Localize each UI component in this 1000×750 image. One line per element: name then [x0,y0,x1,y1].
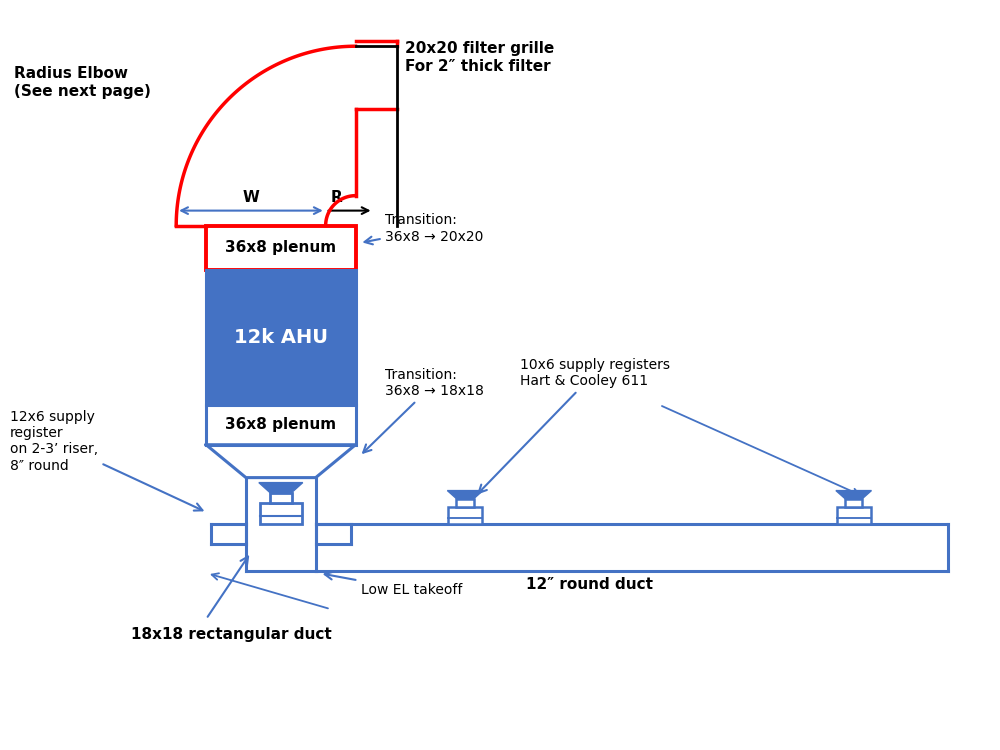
Bar [837,506,871,524]
Bar [206,226,356,271]
Text: Radius Elbow
(See next page): Radius Elbow (See next page) [14,66,151,98]
Text: 12″ round duct: 12″ round duct [526,578,653,592]
Bar [206,405,356,445]
Bar [845,499,862,506]
Polygon shape [447,490,483,499]
Text: 36x8 plenum: 36x8 plenum [225,241,336,256]
Bar [448,506,482,524]
Bar [260,503,302,524]
Text: 20x20 filter grille
For 2″ thick filter: 20x20 filter grille For 2″ thick filter [405,41,555,74]
Text: 10x6 supply registers
Hart & Cooley 611: 10x6 supply registers Hart & Cooley 611 [479,358,670,493]
Text: Transition:
36x8 → 20x20: Transition: 36x8 → 20x20 [365,213,484,244]
Text: W: W [242,190,259,205]
Text: R: R [331,190,342,205]
Text: 12x6 supply
register
on 2-3’ riser,
8″ round: 12x6 supply register on 2-3’ riser, 8″ r… [10,410,202,511]
Text: 36x8 plenum: 36x8 plenum [225,417,336,432]
Polygon shape [836,490,871,499]
Bar [270,493,292,502]
Text: 12k AHU: 12k AHU [234,328,328,347]
Text: Low EL takeoff: Low EL takeoff [325,572,462,597]
Text: Transition:
36x8 → 18x18: Transition: 36x8 → 18x18 [363,368,484,453]
Polygon shape [259,482,303,493]
Bar [456,499,474,506]
Bar [206,271,356,405]
Text: 18x18 rectangular duct: 18x18 rectangular duct [131,627,332,642]
